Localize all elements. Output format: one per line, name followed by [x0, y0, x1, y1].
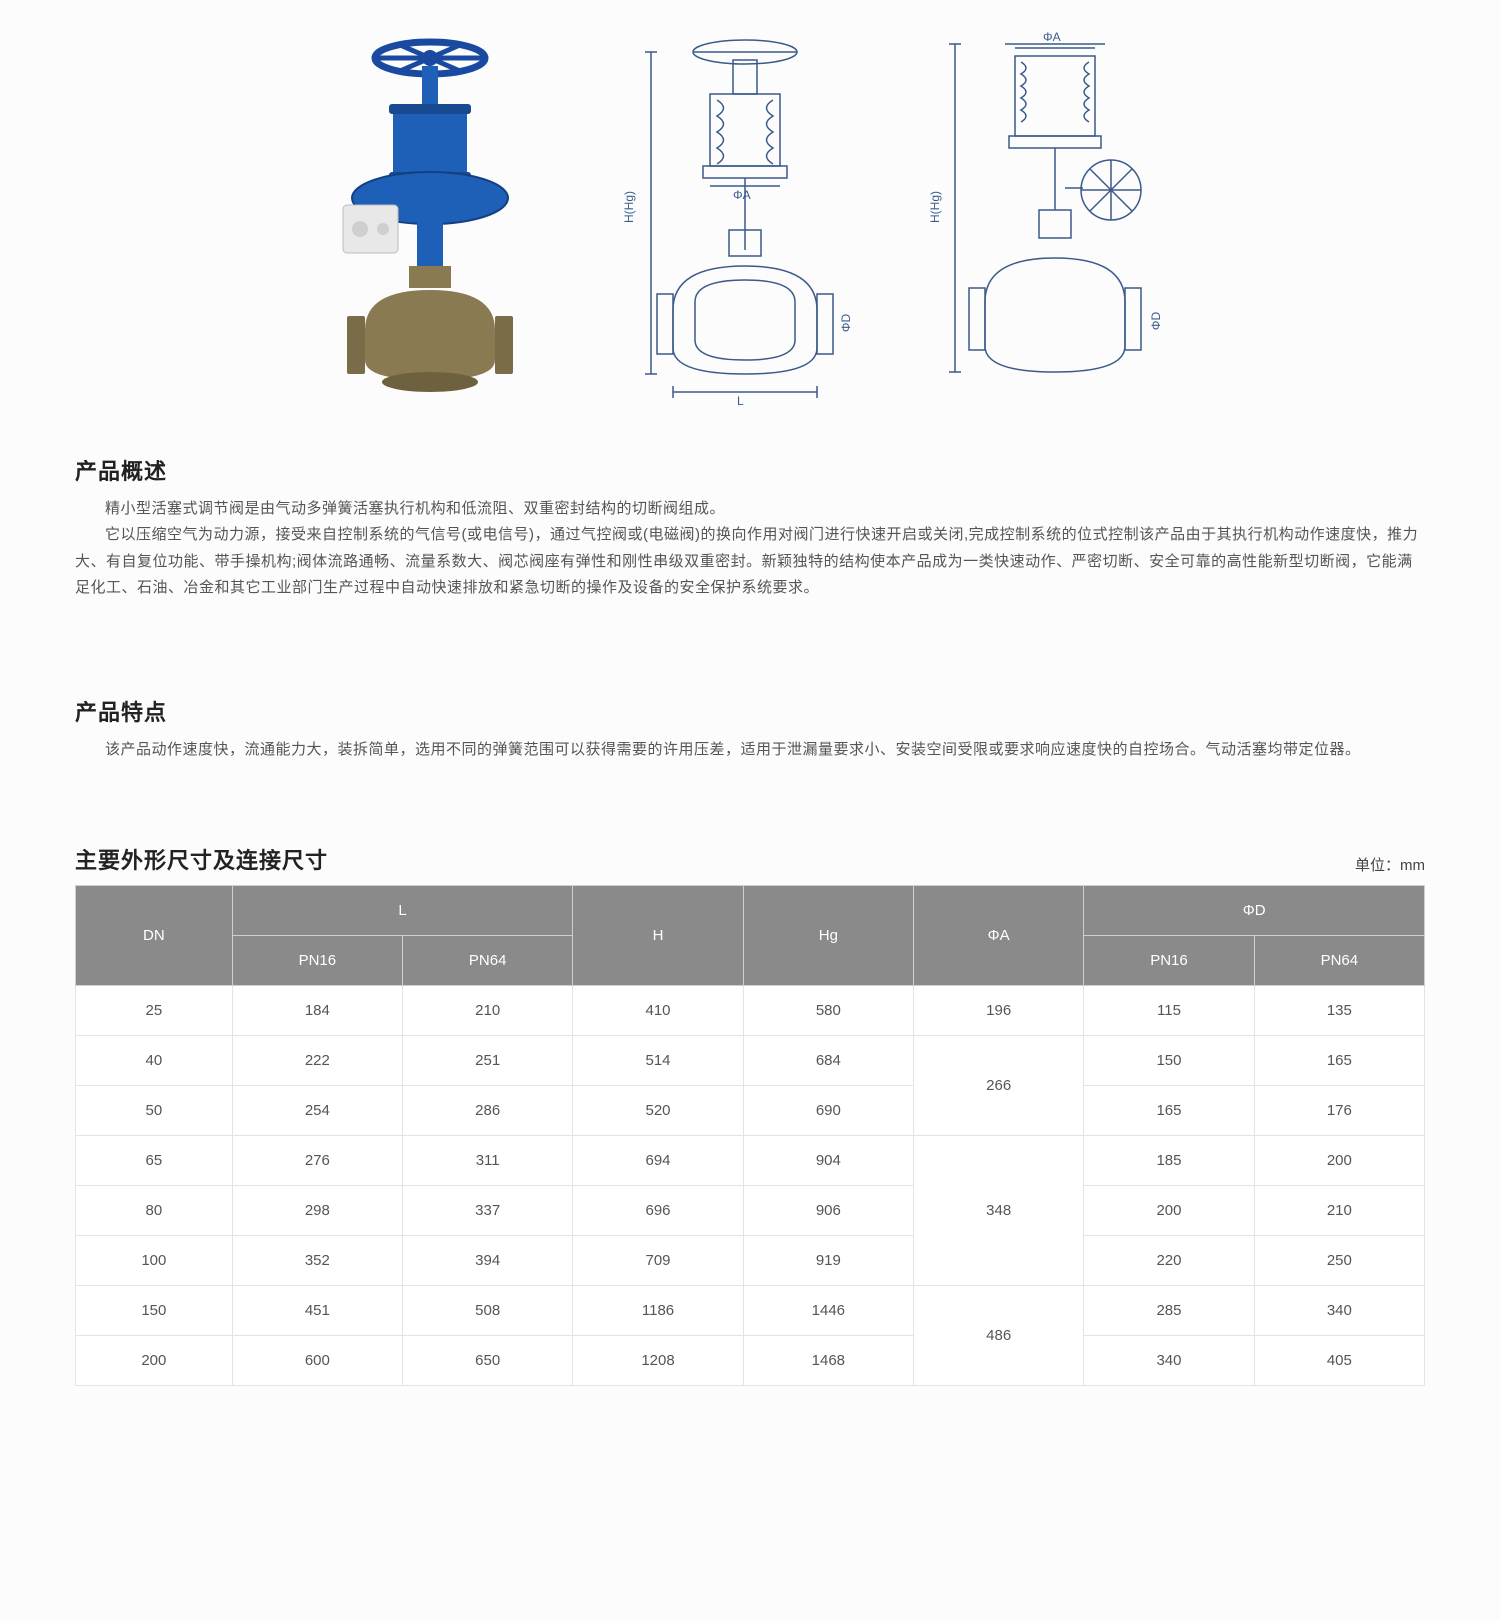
spec-table: DN L H Hg ΦA ΦD PN16 PN64 PN16 PN64 2518…: [75, 885, 1425, 1386]
table-cell: 514: [573, 1036, 743, 1086]
table-row: 80298337696906 200210: [76, 1186, 1425, 1236]
figure-row: H(Hg) L ΦA ΦD: [75, 20, 1425, 440]
table-cell: 210: [1254, 1186, 1424, 1236]
table-cell: 200: [1084, 1186, 1254, 1236]
table-cell: 165: [1084, 1086, 1254, 1136]
table-cell: 311: [403, 1136, 573, 1186]
table-cell: 80: [76, 1186, 233, 1236]
valve-section-drawing: H(Hg) L ΦA ΦD: [595, 30, 875, 410]
overview-title: 产品概述: [75, 454, 1425, 486]
table-cell: 580: [743, 986, 913, 1036]
table-cell: 251: [403, 1036, 573, 1086]
table-cell: 1208: [573, 1336, 743, 1386]
table-row: 40222251514684266150165: [76, 1036, 1425, 1086]
table-cell: 348: [914, 1136, 1084, 1286]
table-cell: 200: [1254, 1136, 1424, 1186]
overview-p2: 它以压缩空气为动力源，接受来自控制系统的气信号(或电信号)，通过气控阀或(电磁阀…: [75, 522, 1425, 601]
table-cell: 919: [743, 1236, 913, 1286]
table-cell: 50: [76, 1086, 233, 1136]
dim-l-label: L: [737, 394, 744, 408]
table-cell: 254: [232, 1086, 402, 1136]
table-cell: 694: [573, 1136, 743, 1186]
table-cell: 150: [76, 1286, 233, 1336]
th-h: H: [573, 886, 743, 986]
table-cell: 1446: [743, 1286, 913, 1336]
table-cell: 250: [1254, 1236, 1424, 1286]
table-cell: 394: [403, 1236, 573, 1286]
th-l-pn64: PN64: [403, 936, 573, 986]
table-cell: 25: [76, 986, 233, 1036]
table-cell: 165: [1254, 1036, 1424, 1086]
spec-unit: 单位：mm: [1355, 854, 1425, 875]
table-cell: 184: [232, 986, 402, 1036]
table-cell: 696: [573, 1186, 743, 1236]
table-cell: 1468: [743, 1336, 913, 1386]
table-cell: 276: [232, 1136, 402, 1186]
features-title: 产品特点: [75, 695, 1425, 727]
th-phia: ΦA: [914, 886, 1084, 986]
th-phid: ΦD: [1084, 886, 1425, 936]
table-cell: 600: [232, 1336, 402, 1386]
table-cell: 520: [573, 1086, 743, 1136]
th-l-pn16: PN16: [232, 936, 402, 986]
table-cell: 150: [1084, 1036, 1254, 1086]
table-cell: 115: [1084, 986, 1254, 1036]
table-cell: 684: [743, 1036, 913, 1086]
table-cell: 405: [1254, 1336, 1424, 1386]
table-cell: 904: [743, 1136, 913, 1186]
dim-phia-label-2: ΦA: [1043, 30, 1061, 44]
dim-phid-label: ΦD: [839, 314, 853, 332]
table-cell: 210: [403, 986, 573, 1036]
table-cell: 176: [1254, 1086, 1424, 1136]
table-cell: 1186: [573, 1286, 743, 1336]
table-cell: 135: [1254, 986, 1424, 1036]
th-d-pn64: PN64: [1254, 936, 1424, 986]
th-l: L: [232, 886, 573, 936]
table-row: 100352394709919 220250: [76, 1236, 1425, 1286]
table-cell: 508: [403, 1286, 573, 1336]
th-d-pn16: PN16: [1084, 936, 1254, 986]
overview-p1: 精小型活塞式调节阀是由气动多弹簧活塞执行机构和低流阻、双重密封结构的切断阀组成。: [75, 496, 1425, 522]
table-cell: 285: [1084, 1286, 1254, 1336]
table-cell: 185: [1084, 1136, 1254, 1186]
features-p1: 该产品动作速度快，流通能力大，装拆简单，选用不同的弹簧范围可以获得需要的许用压差…: [75, 737, 1425, 763]
dim-h-label-2: H(Hg): [928, 191, 942, 223]
table-row: 65276311694904348185200: [76, 1136, 1425, 1186]
th-hg: Hg: [743, 886, 913, 986]
table-cell: 196: [914, 986, 1084, 1036]
table-cell: 266: [914, 1036, 1084, 1136]
table-cell: 65: [76, 1136, 233, 1186]
table-cell: 298: [232, 1186, 402, 1236]
table-cell: 352: [232, 1236, 402, 1286]
table-cell: 200: [76, 1336, 233, 1386]
table-cell: 337: [403, 1186, 573, 1236]
table-cell: 222: [232, 1036, 402, 1086]
table-cell: 410: [573, 986, 743, 1036]
table-cell: 220: [1084, 1236, 1254, 1286]
table-cell: 340: [1084, 1336, 1254, 1386]
valve-outline-drawing: H(Hg) ΦA ΦD: [915, 30, 1195, 410]
table-cell: 286: [403, 1086, 573, 1136]
table-cell: 906: [743, 1186, 913, 1236]
valve-photo: [305, 30, 555, 410]
table-cell: 650: [403, 1336, 573, 1386]
table-cell: 340: [1254, 1286, 1424, 1336]
dim-phia-label: ΦA: [733, 188, 751, 202]
spec-title: 主要外形尺寸及连接尺寸: [75, 843, 328, 875]
table-row: 20060065012081468 340405: [76, 1336, 1425, 1386]
table-cell: 709: [573, 1236, 743, 1286]
table-cell: 451: [232, 1286, 402, 1336]
table-cell: 486: [914, 1286, 1084, 1386]
table-cell: 100: [76, 1236, 233, 1286]
table-row: 15045150811861446486285340: [76, 1286, 1425, 1336]
th-dn: DN: [76, 886, 233, 986]
table-cell: 40: [76, 1036, 233, 1086]
table-row: 50254286520690 165176: [76, 1086, 1425, 1136]
dim-h-label: H(Hg): [622, 191, 636, 223]
table-cell: 690: [743, 1086, 913, 1136]
table-row: 25184210410580196115135: [76, 986, 1425, 1036]
dim-phid-label-2: ΦD: [1149, 312, 1163, 330]
